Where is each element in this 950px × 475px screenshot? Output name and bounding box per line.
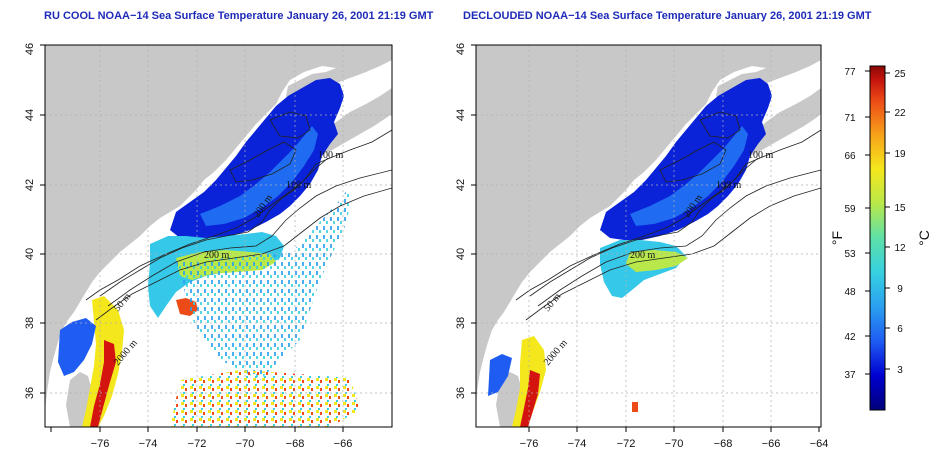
- left-map-y-axis: 36 38 40 42 44 46: [24, 43, 45, 399]
- left-map-title: RU COOL NOAA−14 Sea Surface Temperature …: [44, 10, 434, 22]
- colorbar-c-label: 15: [894, 203, 906, 214]
- left-map-frame: [44, 44, 393, 428]
- right-map-x-axis: −76 −74 −72 −70 −68 −66 −64: [520, 427, 829, 450]
- left-map-land: [45, 45, 392, 410]
- right-map-y-axis: 36 38 40 42 44 46: [455, 43, 476, 399]
- right-x-tick-label: −64: [810, 438, 829, 450]
- right-y-tick-label: 40: [455, 248, 467, 260]
- right-map-sst-gulf-stream-core: [520, 370, 540, 427]
- left-contour-label-200m-a: 200 m: [204, 250, 230, 261]
- right-y-tick-label: 36: [455, 387, 467, 399]
- colorbar-fahrenheit-unit: °F: [829, 231, 845, 245]
- colorbar-f-label: 71: [844, 113, 856, 124]
- left-y-tick-label: 36: [24, 387, 36, 399]
- colorbar-f-label: 53: [844, 249, 856, 260]
- right-x-tick-label: −76: [520, 438, 539, 450]
- right-x-tick-label: −70: [665, 438, 684, 450]
- right-y-tick-label: 38: [455, 317, 467, 329]
- right-map-sst-gulf-of-maine: [600, 78, 772, 240]
- left-map-sst-gulf-of-maine: [170, 78, 344, 240]
- right-map-frame: [475, 44, 822, 428]
- colorbar-c-label: 12: [894, 243, 906, 254]
- left-map-sst-speckle-field: [176, 186, 350, 380]
- colorbar-f-label: 77: [844, 67, 856, 78]
- right-map-sst-slope-yellow: [626, 250, 688, 272]
- right-map-grid: [476, 45, 821, 427]
- colorbar-f-label: 42: [844, 332, 856, 343]
- colorbar-c-label: 6: [897, 324, 903, 335]
- right-map-land: [476, 45, 821, 410]
- left-map-sst-stream-speckle: [170, 370, 360, 427]
- right-y-tick-label: 44: [455, 109, 467, 121]
- right-map-panel: 100 m 100 m 200 m 200 m 50 m 2000 m: [455, 43, 828, 450]
- left-x-tick-label: −68: [286, 438, 305, 450]
- right-x-tick-label: −68: [714, 438, 733, 450]
- colorbar-celsius-unit: °C: [916, 230, 932, 246]
- left-y-tick-label: 42: [24, 179, 36, 191]
- right-x-tick-label: −72: [617, 438, 636, 450]
- left-map-sst-inner: [200, 126, 318, 226]
- colorbar-c-label: 9: [897, 284, 903, 295]
- left-y-tick-label: 46: [24, 43, 36, 55]
- colorbar-f-label: 59: [844, 204, 856, 215]
- right-map-bathymetry: [515, 111, 821, 321]
- colorbar-gradient: [869, 65, 886, 411]
- right-x-tick-label: −74: [568, 438, 587, 450]
- colorbar-f-label: 66: [844, 151, 856, 162]
- right-contour-label-100m-a: 100 m: [748, 150, 774, 161]
- colorbar-c-label: 22: [894, 108, 906, 119]
- left-x-tick-label: −74: [139, 438, 158, 450]
- left-x-tick-label: −70: [236, 438, 255, 450]
- right-map-sst-warm-pixel: [632, 402, 638, 412]
- right-map-sst-chesapeake: [488, 354, 512, 396]
- left-contour-label-100m-a: 100 m: [318, 150, 344, 161]
- left-y-tick-label: 44: [24, 109, 36, 121]
- right-map-title: DECLOUDED NOAA−14 Sea Surface Temperatur…: [463, 10, 872, 22]
- left-map-sst-gulf-stream: [82, 296, 124, 427]
- left-map-grid: [45, 45, 392, 427]
- left-y-tick-label: 40: [24, 248, 36, 260]
- right-contour-label-100m-b: 100 m: [716, 180, 742, 191]
- left-map-panel: 100 m 100 m 200 m 200 m 50 m 2000 m: [24, 43, 393, 450]
- left-contour-label-100m-b: 100 m: [286, 180, 312, 191]
- temperature-colorbar: 77 71 66 59 53 48 42 37 25 22 19 15 12 9…: [829, 65, 932, 411]
- colorbar-f-label: 48: [844, 287, 856, 298]
- left-y-tick-label: 38: [24, 317, 36, 329]
- right-y-tick-label: 46: [455, 43, 467, 55]
- colorbar-c-label: 25: [894, 69, 906, 80]
- right-y-tick-label: 42: [455, 179, 467, 191]
- left-map-sst-gulf-stream-core: [90, 340, 116, 427]
- right-map-sst-inner: [630, 126, 748, 226]
- colorbar-c-label: 19: [894, 149, 906, 160]
- left-x-tick-label: −76: [91, 438, 110, 450]
- left-map-sst-chesapeake: [58, 318, 96, 376]
- right-x-tick-label: −66: [762, 438, 781, 450]
- left-map-x-axis: −76 −74 −72 −70 −68 −66: [50, 427, 353, 450]
- left-x-tick-label: −72: [188, 438, 207, 450]
- left-x-tick-label: −66: [334, 438, 353, 450]
- left-map-bathymetry: [85, 111, 392, 321]
- right-contour-label-200m-a: 200 m: [630, 250, 656, 261]
- right-map-land-nova-scotia: [744, 88, 821, 156]
- colorbar-c-label: 3: [897, 365, 903, 376]
- colorbar-f-label: 37: [844, 370, 856, 381]
